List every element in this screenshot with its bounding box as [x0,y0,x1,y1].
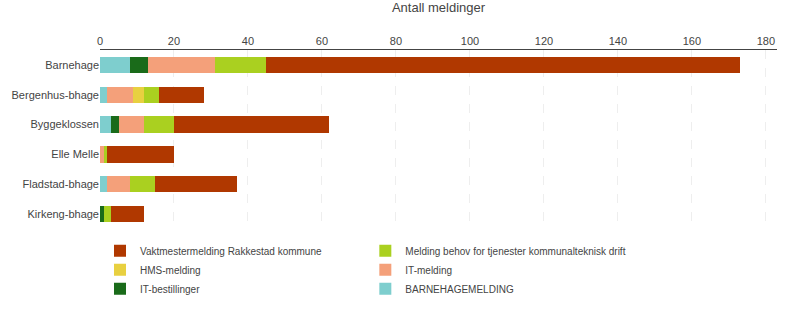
svg-text:60: 60 [316,35,328,47]
svg-text:Barnehage: Barnehage [45,59,99,71]
svg-text:BARNEHAGEMELDING: BARNEHAGEMELDING [405,284,514,295]
svg-text:180: 180 [757,35,775,47]
svg-text:140: 140 [609,35,627,47]
svg-text:Kirkeng-bhage: Kirkeng-bhage [27,208,99,220]
svg-text:120: 120 [535,35,553,47]
svg-text:Melding behov for tjenester ko: Melding behov for tjenester kommunaltekn… [405,246,625,257]
svg-text:0: 0 [97,35,103,47]
svg-text:IT-bestillinger: IT-bestillinger [140,284,200,295]
svg-text:Antall meldinger: Antall meldinger [392,0,486,15]
svg-text:100: 100 [461,35,479,47]
svg-text:Elle Melle: Elle Melle [51,148,99,160]
svg-text:Fladstad-bhage: Fladstad-bhage [23,178,99,190]
svg-text:IT-melding: IT-melding [405,265,452,276]
svg-text:Byggeklossen: Byggeklossen [31,118,100,130]
svg-text:160: 160 [683,35,701,47]
svg-text:Vaktmestermelding Rakkestad ko: Vaktmestermelding Rakkestad kommune [140,246,322,257]
svg-text:80: 80 [390,35,402,47]
svg-text:20: 20 [168,35,180,47]
svg-text:HMS-melding: HMS-melding [140,265,201,276]
svg-text:Bergenhus-bhage: Bergenhus-bhage [12,89,99,101]
svg-text:40: 40 [242,35,254,47]
